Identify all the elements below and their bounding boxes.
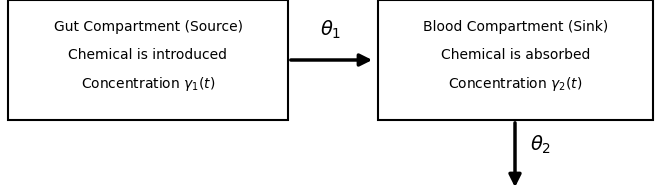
Text: Concentration $\gamma_1(t)$: Concentration $\gamma_1(t)$ bbox=[81, 75, 215, 93]
Text: $\theta_2$: $\theta_2$ bbox=[530, 134, 551, 156]
Bar bbox=[378, 0, 653, 120]
Text: Blood Compartment (Sink): Blood Compartment (Sink) bbox=[423, 20, 608, 34]
Text: Gut Compartment (Source): Gut Compartment (Source) bbox=[54, 20, 243, 34]
Text: $\theta_1$: $\theta_1$ bbox=[321, 19, 342, 41]
Text: Chemical is introduced: Chemical is introduced bbox=[69, 48, 227, 62]
Text: Chemical is absorbed: Chemical is absorbed bbox=[441, 48, 590, 62]
Text: Concentration $\gamma_2(t)$: Concentration $\gamma_2(t)$ bbox=[448, 75, 583, 93]
Bar bbox=[8, 0, 288, 120]
